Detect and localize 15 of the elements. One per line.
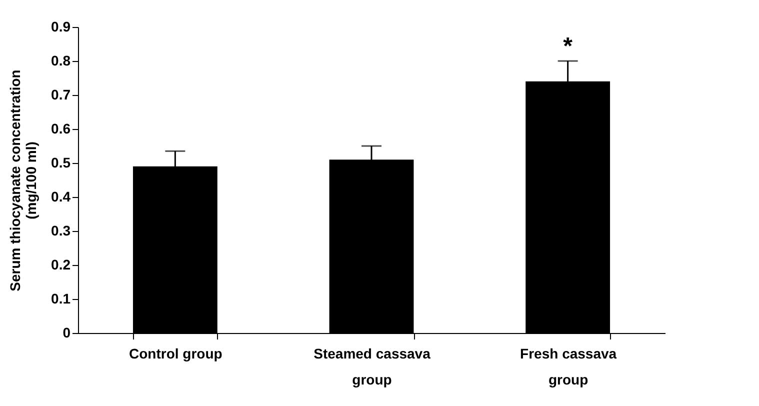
x-tick-label: Steamed cassava group [314,346,431,388]
y-tick-label: 0.2 [51,256,71,272]
y-tick-label: 0.8 [51,52,71,68]
y-tick-label: 0.1 [51,290,71,306]
y-axis-title: Serum thiocyanate concentration (mg/100 ml) [7,70,40,292]
y-tick-label: 0.5 [51,154,71,170]
y-tick-label: 0.4 [51,188,71,204]
y-tick-label: 0.9 [51,18,71,34]
annotation: * [563,33,574,60]
y-tick-label: 0 [62,324,71,340]
y-tick-label: 0.7 [51,86,71,102]
y-tick-label: 0.3 [51,222,71,238]
x-tick-label: Fresh cassava group [520,346,617,388]
y-tick-label: 0.6 [51,120,71,136]
x-tick-label: Control group [129,346,222,362]
